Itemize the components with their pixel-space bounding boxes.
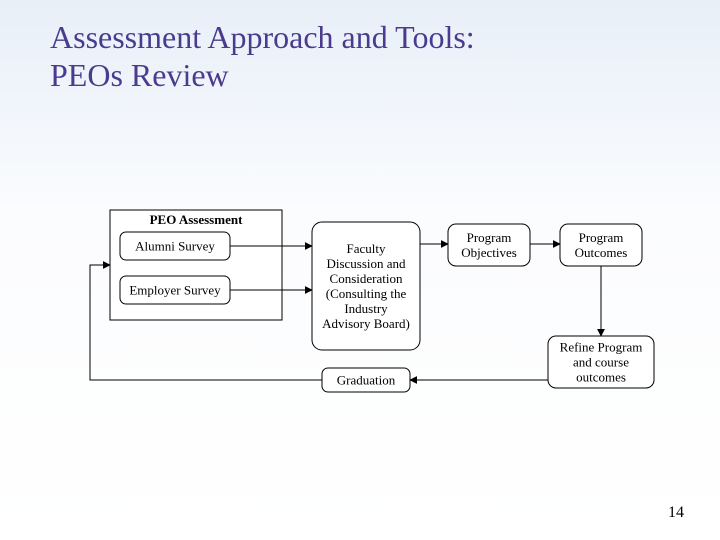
- node-label-outcomes: ProgramOutcomes: [575, 230, 628, 260]
- node-label-alumni: Alumni Survey: [135, 239, 215, 254]
- node-label-objectives: ProgramObjectives: [461, 230, 517, 260]
- node-label-employer: Employer Survey: [129, 283, 221, 298]
- node-label-graduation: Graduation: [337, 373, 396, 388]
- group-label-peo-assessment: PEO Assessment: [150, 212, 243, 227]
- flowchart: PEO Assessment Alumni Survey Employer Surv…: [0, 0, 720, 540]
